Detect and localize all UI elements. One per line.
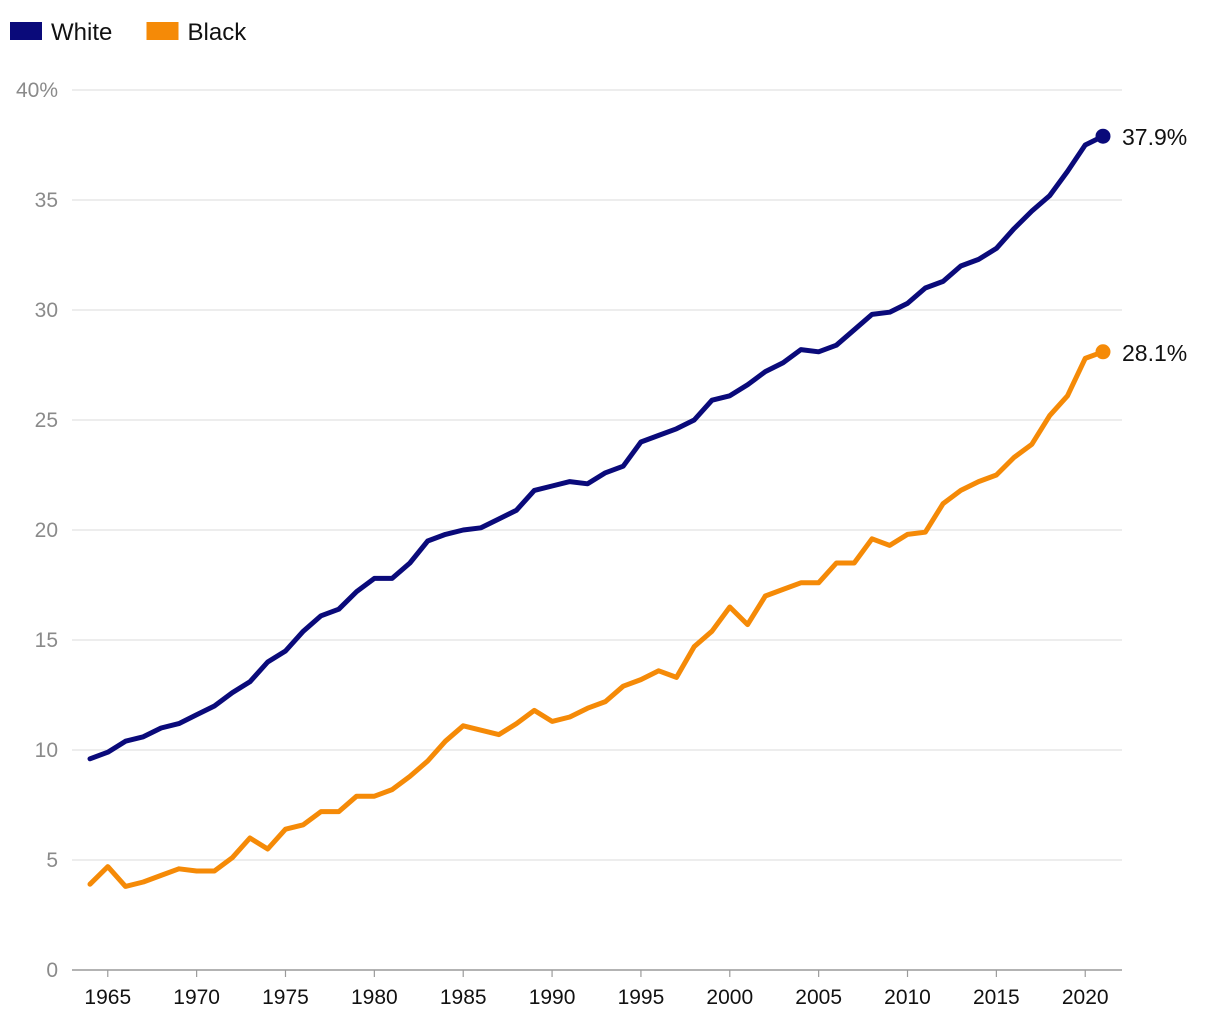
x-tick-label: 2000: [706, 986, 753, 1009]
x-tick-label: 1965: [84, 986, 131, 1009]
x-tick-label: 2010: [884, 986, 931, 1009]
y-tick-label: 30: [35, 299, 58, 322]
y-tick-label: 35: [35, 189, 58, 212]
series-lines: [87, 133, 1106, 889]
x-tick-label: 2005: [795, 986, 842, 1009]
x-tick-label: 1990: [529, 986, 576, 1009]
x-tick-label: 1980: [351, 986, 398, 1009]
x-tick-label: 2015: [973, 986, 1020, 1009]
x-tick-label: 2020: [1062, 986, 1109, 1009]
y-tick-label: 5: [46, 849, 58, 872]
y-tick-label: 25: [35, 409, 58, 432]
y-tick-label: 20: [35, 519, 58, 542]
legend-swatch-white: [10, 22, 42, 40]
series-line-black: [87, 349, 1106, 889]
x-tick-label: 1995: [618, 986, 665, 1009]
x-tick-label: 1970: [173, 986, 220, 1009]
y-tick-label: 40%: [16, 79, 58, 102]
end-label-black: 28.1%: [1122, 340, 1187, 366]
end-point-white: [1095, 128, 1111, 144]
legend-label-white: White: [51, 19, 112, 46]
series-line-white: [87, 133, 1106, 762]
legend: White Black: [10, 19, 247, 46]
end-labels: 37.9% 28.1%: [1095, 124, 1187, 366]
y-axis: 0 5 10 15 20 25 30 35 40%: [16, 79, 58, 982]
y-tick-label: 15: [35, 629, 58, 652]
legend-label-black: Black: [188, 19, 248, 46]
x-axis: 1965 1970 1975 1980 1985 1990 1995 2000 2005 2010…: [84, 970, 1109, 1009]
legend-swatch-black: [146, 22, 179, 40]
y-tick-label: 0: [46, 959, 58, 982]
y-tick-label: 10: [35, 739, 58, 762]
gridlines: [72, 89, 1122, 971]
end-point-black: [1095, 344, 1111, 360]
end-label-white: 37.9%: [1122, 124, 1187, 150]
x-tick-label: 1975: [262, 986, 309, 1009]
x-tick-label: 1985: [440, 986, 487, 1009]
